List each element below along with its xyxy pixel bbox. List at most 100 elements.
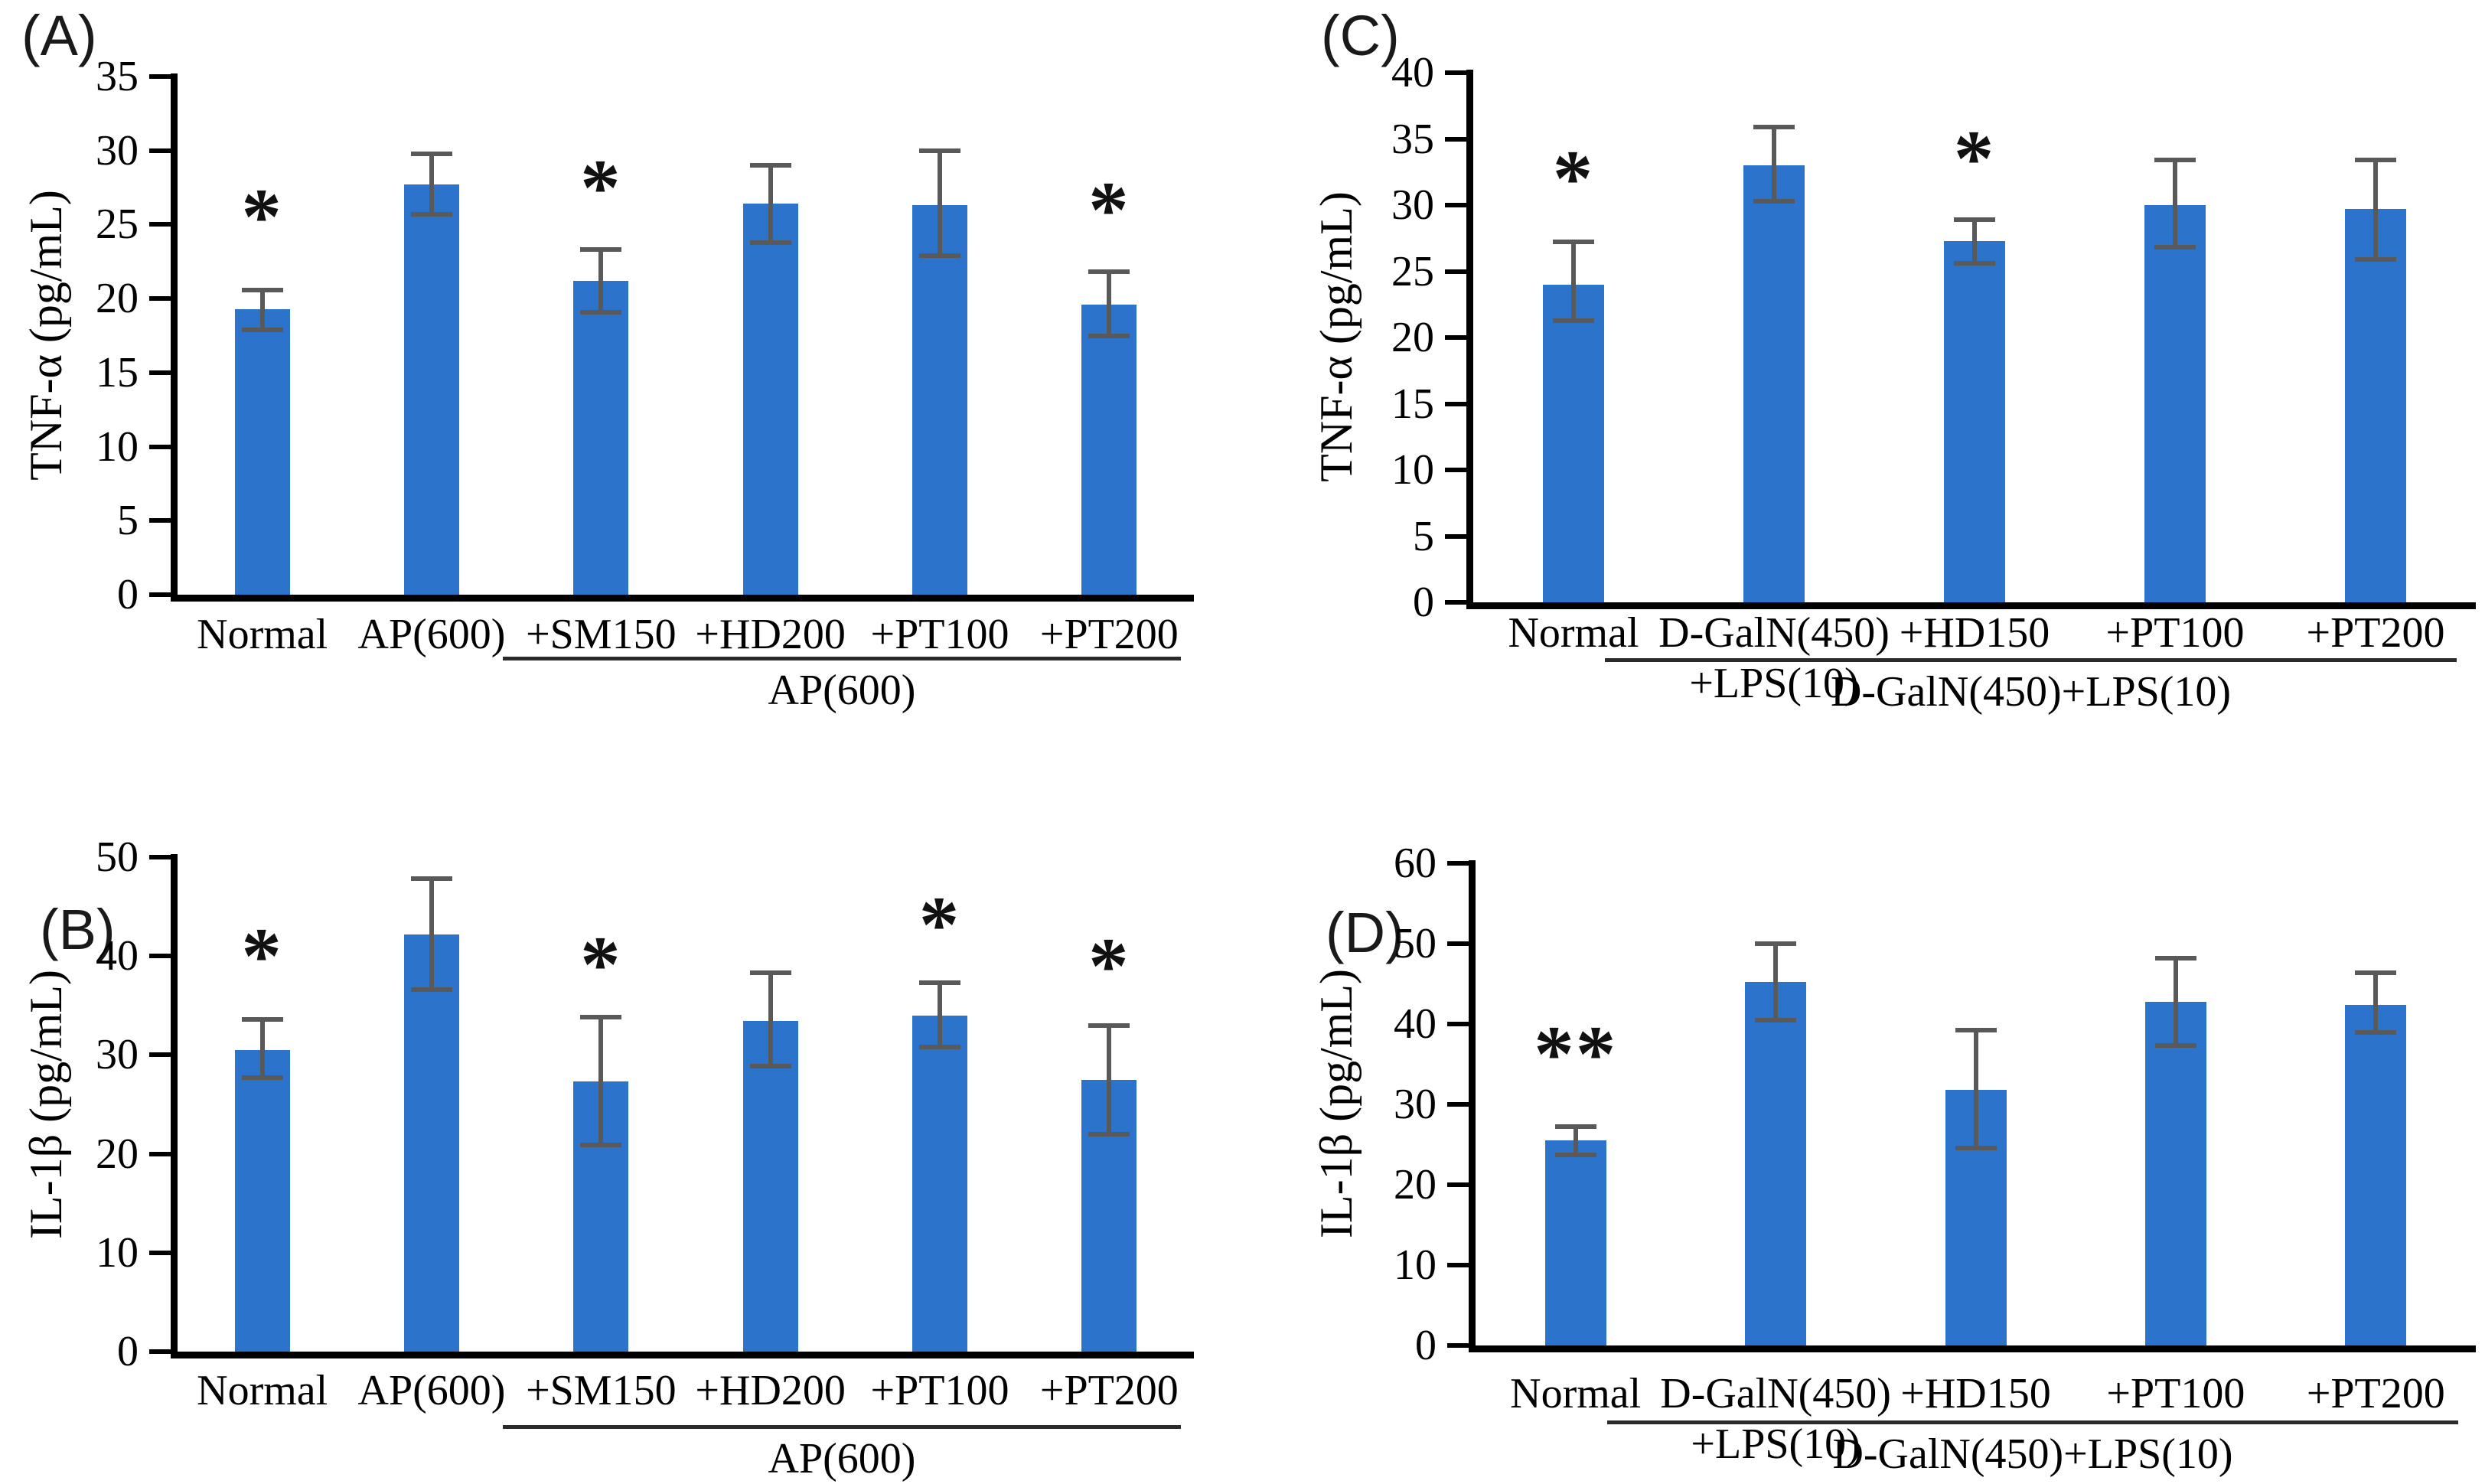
category-label: Normal <box>197 1367 328 1414</box>
y-tick <box>1445 533 1466 539</box>
y-tick-label: 35 <box>96 53 139 100</box>
error-bar-cap-top <box>749 163 791 168</box>
error-bar-cap-top <box>411 151 452 156</box>
y-tick <box>149 1151 171 1156</box>
y-tick-label: 30 <box>96 126 139 174</box>
error-bar-cap-bottom <box>580 1142 622 1147</box>
y-tick <box>1445 401 1466 406</box>
y-tick-label: 20 <box>96 275 139 323</box>
bar-B-4 <box>742 1021 798 1352</box>
error-bar-cap-bottom <box>1553 318 1594 323</box>
error-bar-line <box>768 165 773 243</box>
y-tick <box>1447 1182 1469 1187</box>
category-label: +PT200 <box>2306 1370 2445 1417</box>
y-tick <box>149 1052 171 1058</box>
error-bar-line <box>1973 1030 1978 1148</box>
error-bar-cap-bottom <box>241 1075 283 1081</box>
significance-marker: * <box>241 911 283 1001</box>
category-label: +HD150 <box>1900 1370 2051 1417</box>
error-bar-cap-top <box>241 1016 283 1022</box>
error-bar-cap-bottom <box>1955 1145 1997 1150</box>
y-tick <box>1447 1263 1469 1267</box>
group-bracket-label: D-GalN(450)+LPS(10) <box>1830 668 2232 716</box>
y-tick <box>149 592 171 597</box>
bar-D-5 <box>2345 1004 2407 1345</box>
significance-marker: * <box>1953 113 1996 203</box>
y-axis-line <box>1466 70 1473 609</box>
y-tick-label: 25 <box>1391 247 1434 295</box>
y-tick-label: 40 <box>1391 49 1434 96</box>
y-tick-label: 0 <box>1413 579 1434 626</box>
error-bar-cap-top <box>2154 955 2196 961</box>
bar-A-4 <box>742 204 798 595</box>
bar-B-2 <box>404 934 459 1352</box>
y-tick <box>149 222 171 227</box>
bar-A-1 <box>234 308 290 595</box>
y-tick <box>1445 269 1466 274</box>
group-bracket-label: AP(600) <box>768 667 916 714</box>
bar-A-2 <box>404 184 459 595</box>
group-bracket-line <box>503 1425 1181 1429</box>
y-tick <box>149 74 171 79</box>
y-tick-label: 15 <box>96 348 139 396</box>
error-bar-cap-top <box>1553 240 1594 245</box>
error-bar-cap-top <box>1088 269 1130 275</box>
category-label: AP(600) <box>357 1367 506 1414</box>
error-bar-line <box>1107 1025 1112 1134</box>
y-tick-label: 10 <box>96 1228 139 1277</box>
error-bar-cap-bottom <box>1755 1017 1797 1022</box>
y-tick-label: 0 <box>1415 1322 1437 1369</box>
panel-letter-B: (B) <box>40 898 116 961</box>
error-bar-cap-top <box>2154 158 2196 163</box>
error-bar-cap-bottom <box>411 987 452 993</box>
error-bar-cap-bottom <box>1088 333 1130 338</box>
error-bar-cap-bottom <box>2355 256 2396 262</box>
y-tick <box>149 296 171 302</box>
bar-C-1 <box>1543 284 1604 602</box>
error-bar-line <box>1107 272 1112 336</box>
y-tick <box>1445 70 1466 75</box>
error-bar-line <box>2373 160 2378 259</box>
y-tick-label: 20 <box>1391 314 1434 361</box>
panel-letter-C: (C) <box>1321 4 1400 67</box>
category-label: +PT200 <box>2306 609 2445 657</box>
error-bar-cap-bottom <box>580 309 622 315</box>
bar-B-1 <box>234 1049 290 1352</box>
error-bar-cap-top <box>580 1015 622 1020</box>
category-label: +PT100 <box>2105 609 2245 657</box>
error-bar-line <box>2173 160 2177 248</box>
error-bar-cap-top <box>2355 970 2397 975</box>
error-bar-cap-top <box>919 148 960 153</box>
y-tick <box>1445 203 1466 207</box>
y-tick-label: 5 <box>1413 512 1434 560</box>
y-tick <box>1447 1102 1469 1107</box>
x-axis-line <box>171 1352 1194 1358</box>
error-bar-cap-bottom <box>2154 1043 2196 1049</box>
error-bar-line <box>429 153 434 214</box>
y-tick <box>1445 468 1466 472</box>
error-bar-line <box>429 879 434 990</box>
category-label: Normal <box>197 611 328 658</box>
y-tick-label: 5 <box>117 497 139 545</box>
error-bar-cap-top <box>1554 1124 1596 1130</box>
category-label: +PT200 <box>1039 1367 1179 1414</box>
error-bar-cap-bottom <box>749 240 791 245</box>
category-label: Normal <box>1508 609 1639 657</box>
error-bar-line <box>1772 126 1776 201</box>
bar-A-5 <box>912 205 967 595</box>
y-tick <box>149 1349 171 1354</box>
error-bar-line <box>259 289 265 330</box>
error-bar-line <box>1972 220 1977 264</box>
error-bar-line <box>1573 1127 1578 1156</box>
category-label: +SM150 <box>526 1367 677 1414</box>
y-tick <box>1447 861 1469 866</box>
category-label: +HD200 <box>695 611 846 658</box>
y-tick <box>1447 1343 1469 1348</box>
y-tick-label: 40 <box>1394 1000 1437 1048</box>
error-bar-line <box>768 973 773 1066</box>
y-tick-label: 0 <box>117 1328 139 1375</box>
y-tick-label: 20 <box>96 1130 139 1178</box>
error-bar-cap-bottom <box>1088 1131 1130 1137</box>
error-bar-cap-bottom <box>2154 245 2196 250</box>
y-tick-label: 25 <box>96 201 139 249</box>
